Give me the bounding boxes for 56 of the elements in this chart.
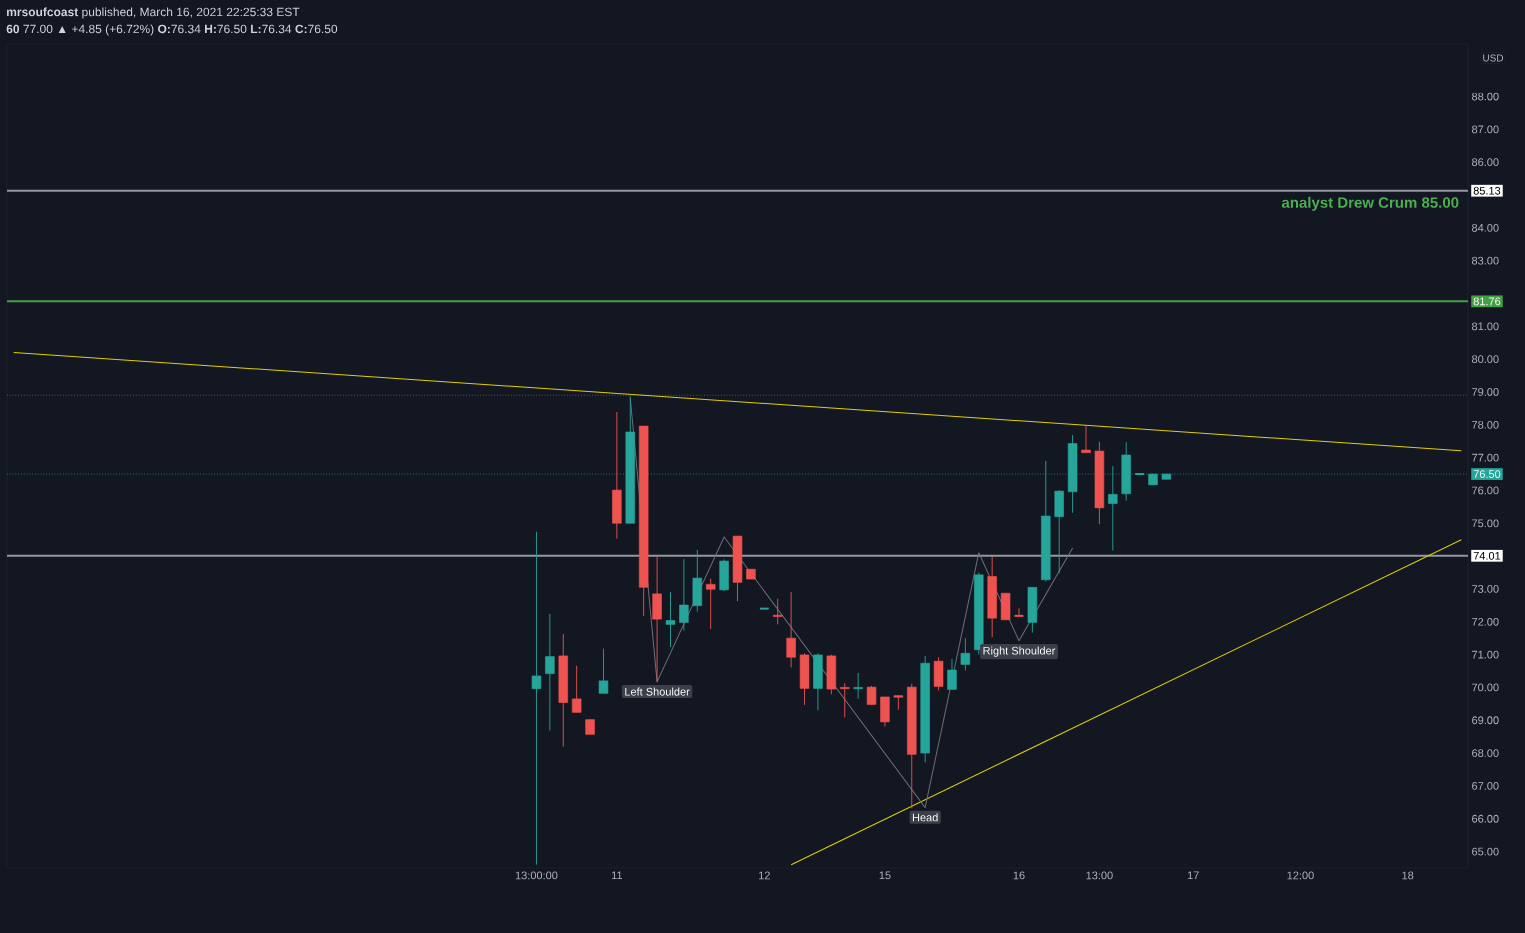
candlestick	[571, 665, 582, 713]
candlestick	[786, 591, 796, 668]
candlestick	[665, 591, 676, 648]
y-axis-title: USD	[1483, 54, 1504, 62]
y-tick-label: 72.00	[1472, 617, 1499, 626]
y-tick-label: 73.00	[1472, 585, 1499, 593]
candlestick	[947, 658, 957, 690]
annotation: Left Shoulder	[625, 687, 690, 696]
candlestick	[545, 613, 555, 731]
y-tick-label: 65.00	[1472, 847, 1499, 856]
candlestick	[705, 578, 716, 630]
x-tick-label: 12	[759, 871, 770, 880]
y-tick-label: 77.00	[1472, 453, 1499, 462]
candlestick	[679, 558, 689, 632]
candlestick	[853, 672, 863, 700]
y-tick-label: 66.00	[1472, 814, 1499, 823]
y-tick-label: 67.00	[1472, 782, 1499, 790]
candlestick	[893, 695, 904, 711]
chart-title: mrsoufcoast published, March 16, 2021 22:25:33 EST	[6, 7, 300, 19]
y-tick-label: 79.00	[1472, 388, 1499, 396]
text: 60 77.00 ▲ +4.85 (+6.72%) O:76.34 H:76.50 L:76.34 C:76.50	[6, 24, 338, 36]
annotation: analyst Drew Crum 85.00	[1281, 196, 1459, 211]
candlestick	[773, 598, 783, 625]
y-tick-label: 83.00	[1472, 256, 1499, 265]
y-tick-label: 81.00	[1472, 322, 1499, 331]
y-tick-label: 71.00	[1472, 650, 1499, 659]
y-tick-label: 68.00	[1472, 749, 1499, 757]
x-tick-label: 16	[1013, 871, 1025, 880]
candlestick	[531, 531, 542, 866]
y-tick-label: 80.00	[1472, 355, 1499, 364]
ref-line-label: 81.76	[1473, 297, 1501, 306]
x-tick-label: 18	[1402, 871, 1414, 880]
candlestick	[840, 682, 850, 718]
ref-line-label: 74.01	[1473, 551, 1501, 560]
y-tick-label: 70.00	[1472, 683, 1499, 692]
y-tick-label: 69.00	[1472, 716, 1499, 725]
y-tick-label: 76.00	[1472, 486, 1499, 495]
y-tick-label: 88.00	[1472, 92, 1499, 101]
y-tick-label: 87.00	[1472, 125, 1499, 134]
y-tick-label: 86.00	[1472, 158, 1499, 167]
x-tick-label: 15	[879, 871, 891, 880]
ref-line-label: 85.13	[1473, 186, 1501, 195]
x-tick-label: 13:00:00	[515, 871, 558, 880]
annotation: Head	[912, 813, 938, 822]
candlestick	[1081, 425, 1091, 454]
x-tick-label: 17	[1187, 871, 1199, 880]
y-tick-label: 78.00	[1472, 420, 1499, 429]
candlestick	[598, 648, 609, 694]
x-tick-label: 13:00	[1086, 871, 1113, 880]
ref-line-label: 76.50	[1473, 470, 1501, 478]
y-tick-label: 84.00	[1472, 223, 1499, 232]
annotation: Right Shoulder	[983, 646, 1056, 657]
x-tick-label: 11	[612, 871, 623, 880]
y-tick-label: 75.00	[1472, 519, 1499, 528]
candlestick	[960, 637, 971, 671]
x-tick-label: 12:00	[1287, 871, 1314, 880]
